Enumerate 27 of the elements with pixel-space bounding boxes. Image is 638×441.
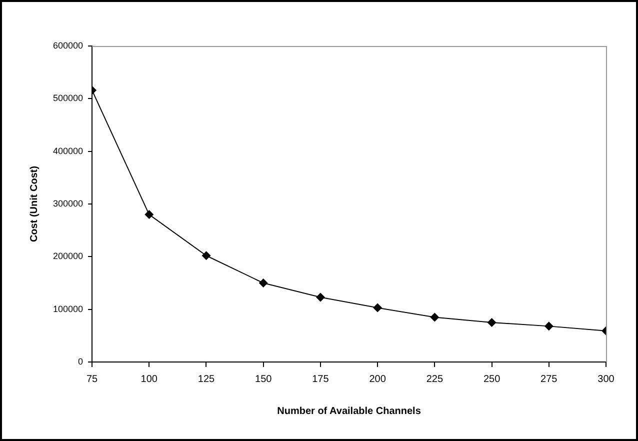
y-axis-title: Cost (Unit Cost) bbox=[28, 166, 40, 242]
point bbox=[430, 312, 440, 322]
y-tick-label: 200000 bbox=[52, 251, 84, 262]
y-tick-label: 0 bbox=[78, 356, 84, 366]
point bbox=[202, 251, 211, 260]
x-tick-label: 125 bbox=[198, 374, 216, 385]
x-tick-label: 200 bbox=[369, 374, 386, 385]
x-tick-label: 75 bbox=[86, 374, 98, 385]
y-tick-label: 400000 bbox=[52, 146, 84, 156]
point bbox=[316, 292, 325, 302]
x-tick-label: 100 bbox=[140, 374, 158, 385]
x-tick-label: 300 bbox=[598, 374, 615, 385]
x-tick-label: 150 bbox=[255, 374, 272, 385]
x-tick-label: 225 bbox=[426, 374, 444, 385]
x-axis-title: Number of Available Channels bbox=[277, 406, 422, 417]
point bbox=[544, 322, 554, 331]
y-tick-label: 100000 bbox=[52, 304, 84, 314]
x-tick-label: 175 bbox=[312, 374, 330, 385]
point bbox=[487, 318, 496, 327]
y-tick-label: 500000 bbox=[52, 93, 84, 104]
point bbox=[373, 303, 382, 312]
point bbox=[258, 278, 268, 288]
point bbox=[144, 210, 154, 220]
y-tick-label: 300000 bbox=[52, 198, 84, 208]
x-tick-label: 250 bbox=[483, 374, 501, 385]
y-tick-label: 600000 bbox=[52, 40, 84, 50]
x-tick-label: 275 bbox=[540, 374, 558, 385]
